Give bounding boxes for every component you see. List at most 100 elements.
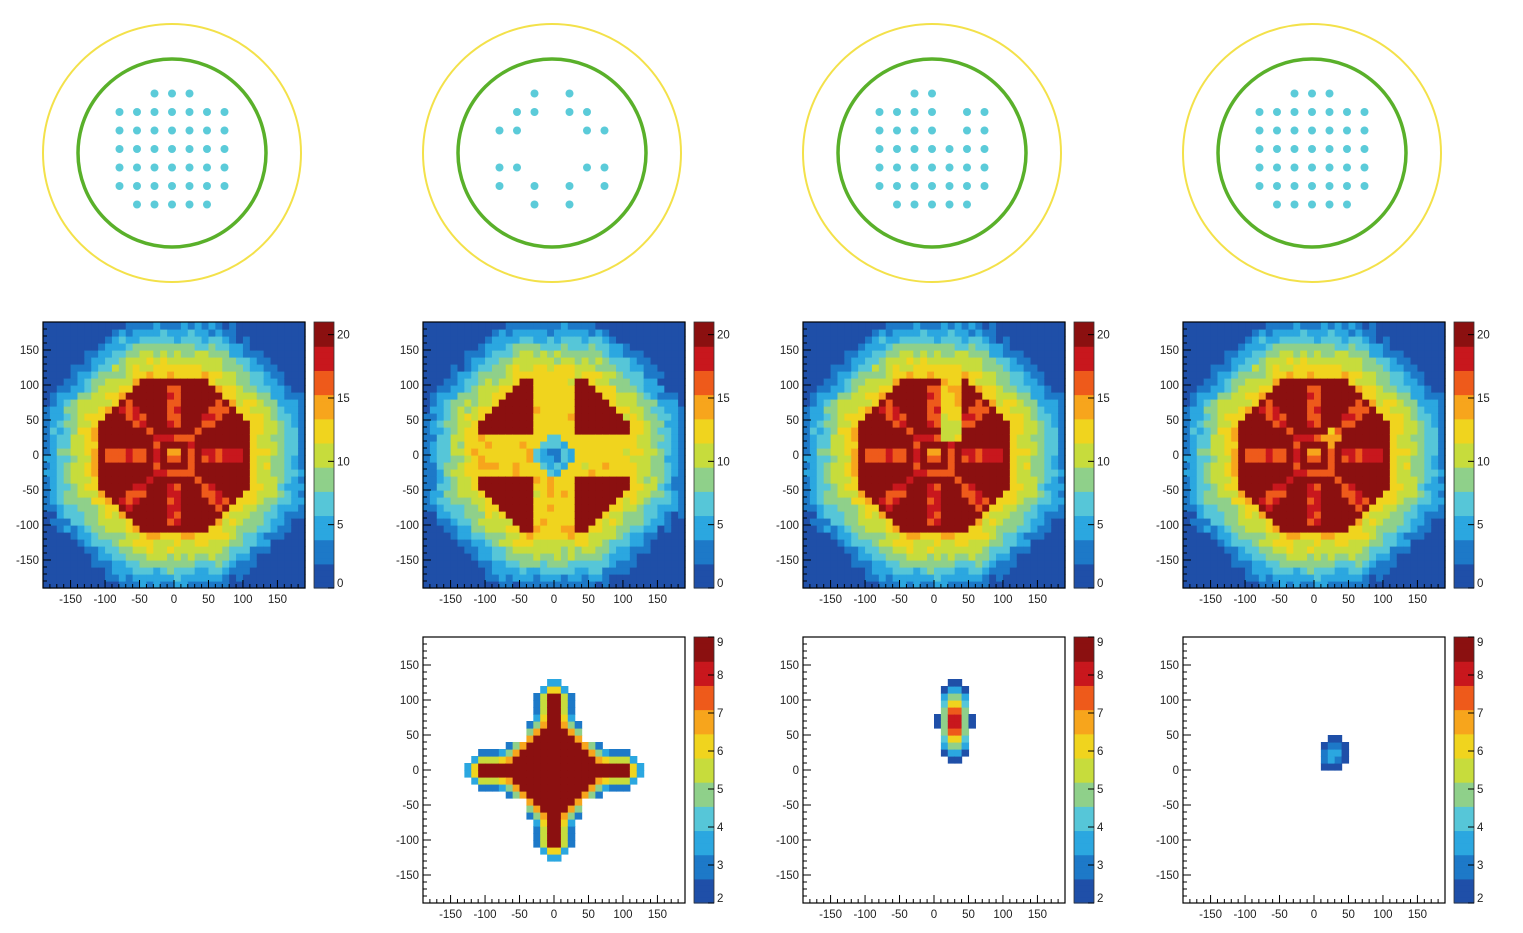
heatmap-cell <box>236 441 244 449</box>
heatmap-cell <box>291 525 299 533</box>
heatmap-cell <box>1009 329 1018 337</box>
heatmap-cell <box>678 385 686 393</box>
heatmap-cell <box>1037 392 1045 400</box>
heatmap-cell <box>567 546 576 554</box>
heatmap-cell <box>519 371 528 379</box>
heatmap-cell <box>478 350 486 358</box>
heatmap-cell <box>996 371 1004 379</box>
heatmap-cell <box>491 392 500 400</box>
heatmap-cell <box>450 322 459 330</box>
heatmap-cell <box>816 490 825 498</box>
heatmap-cell <box>1058 399 1066 407</box>
heatmap-cell <box>934 329 942 337</box>
sensor-dot <box>963 163 971 172</box>
heatmap-cell <box>423 392 431 400</box>
heatmap-cell <box>1016 581 1025 589</box>
heatmap-cell <box>464 483 472 491</box>
heatmap-cell <box>125 329 134 337</box>
heatmap-cell <box>201 518 210 526</box>
heatmap-cell <box>242 532 251 540</box>
heatmap-cell <box>436 392 445 400</box>
heatmap-cell <box>49 420 58 428</box>
heatmap-cell <box>595 420 603 428</box>
heatmap-cell <box>222 504 230 512</box>
heatmap-cell <box>975 371 983 379</box>
sensor-dot <box>1290 126 1299 135</box>
heatmap-cell <box>423 504 431 512</box>
heatmap-cell <box>56 574 65 582</box>
heatmap-cell <box>913 371 921 379</box>
heatmap-cell <box>878 413 887 421</box>
heatmap-cell <box>242 434 251 442</box>
heatmap-cell <box>554 560 562 568</box>
heatmap-cell <box>657 455 665 463</box>
heatmap-cell <box>947 476 956 484</box>
heatmap-cell <box>236 427 244 435</box>
heatmap-cell <box>906 469 914 477</box>
heatmap-cell <box>588 343 596 351</box>
heatmap-cell <box>139 581 148 589</box>
heatmap-cell <box>485 560 493 568</box>
heatmap-cell <box>436 476 445 484</box>
heatmap-cell <box>602 497 610 505</box>
heatmap-cell <box>180 420 189 428</box>
heatmap-cell <box>201 539 210 547</box>
heatmap-cell <box>160 357 168 365</box>
heatmap-cell <box>471 434 479 442</box>
heatmap-cell <box>201 322 210 330</box>
heatmap-cell <box>526 378 534 386</box>
heatmap-cell <box>858 343 866 351</box>
heatmap-cell <box>56 455 65 463</box>
heatmap-cell <box>1037 343 1045 351</box>
heatmap-cell <box>830 329 839 337</box>
colorbar-segment <box>1074 406 1094 414</box>
heatmap-cell <box>111 399 120 407</box>
heatmap-cell <box>1023 364 1032 372</box>
heatmap-cell <box>885 546 894 554</box>
heatmap-cell <box>1016 574 1025 582</box>
heatmap-cell <box>954 343 963 351</box>
heatmap-cell <box>885 462 894 470</box>
colorbar-segment <box>694 485 714 492</box>
heatmap-cell <box>70 490 79 498</box>
heatmap-cell <box>229 490 237 498</box>
heatmap-cell <box>1044 553 1052 561</box>
heatmap-cell <box>222 483 230 491</box>
heatmap-cell <box>471 469 479 477</box>
heatmap-cell <box>643 511 652 519</box>
heatmap-cell <box>982 511 990 519</box>
heatmap-cell <box>277 371 285 379</box>
heatmap-cell <box>215 385 223 393</box>
x-tick-label: 0 <box>931 594 937 606</box>
heatmap-cell <box>146 469 154 477</box>
heatmap-cell <box>498 469 507 477</box>
heatmap-cell <box>167 532 175 540</box>
heatmap-cell <box>153 574 161 582</box>
heatmap-cell <box>1058 371 1066 379</box>
heatmap-cell <box>934 476 942 484</box>
heatmap-cell <box>878 567 887 575</box>
heatmap-cell <box>43 553 51 561</box>
heatmap-cell <box>851 546 859 554</box>
heatmap-cell <box>622 504 631 512</box>
heatmap-cell <box>554 511 562 519</box>
heatmap-cell <box>146 525 154 533</box>
heatmap-cell <box>1009 483 1018 491</box>
heatmap-cell <box>858 574 866 582</box>
heatmap-cell <box>208 385 216 393</box>
heatmap-cell <box>70 399 79 407</box>
heatmap-cell <box>629 497 638 505</box>
colorbar-segment <box>314 563 334 571</box>
heatmap-cell <box>616 518 624 526</box>
heatmap-cell <box>43 357 51 365</box>
heatmap-cell <box>554 378 562 386</box>
heatmap-cell <box>629 378 638 386</box>
heatmap-cell <box>263 455 272 463</box>
heatmap-cell <box>920 371 928 379</box>
heatmap-cell <box>423 455 431 463</box>
heatmap-cell <box>1183 504 1191 512</box>
heatmap-cell <box>194 483 203 491</box>
heatmap-cell <box>457 462 465 470</box>
heatmap-cell <box>505 406 514 414</box>
heatmap-cell <box>554 539 562 547</box>
